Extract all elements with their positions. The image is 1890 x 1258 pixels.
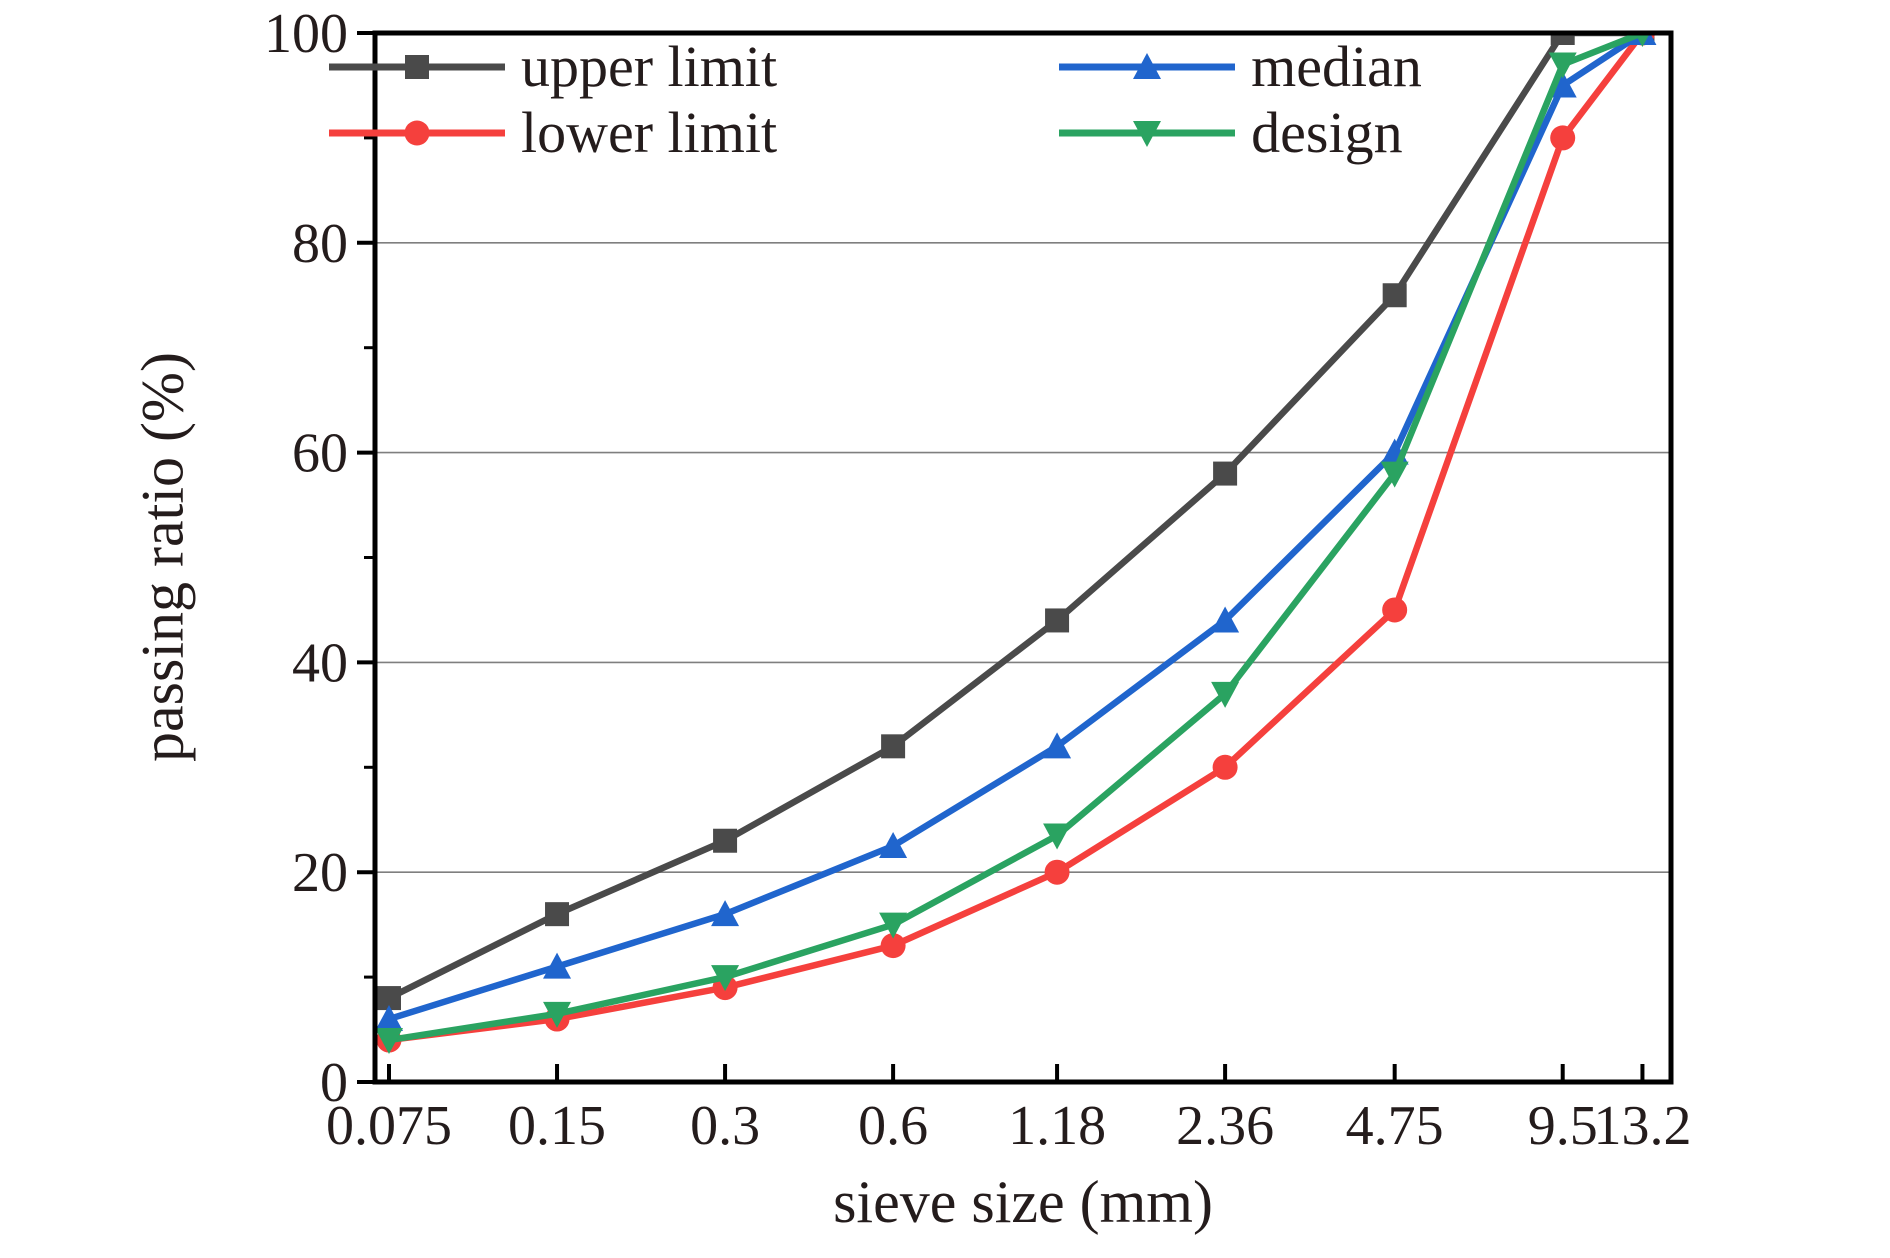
legend-item-lower-limit: lower limit <box>327 104 777 162</box>
x-tick-label: 0.3 <box>690 1095 760 1157</box>
y-tick-label: 40 <box>292 632 348 694</box>
series-upper-limit <box>377 33 1655 1011</box>
y-tick-label: 100 <box>264 3 348 65</box>
x-tick-label: 0.6 <box>858 1095 928 1157</box>
y-axis-title: passing ratio (%) <box>129 352 196 762</box>
legend-item-design: design <box>1057 104 1422 162</box>
x-tick-label: 4.75 <box>1346 1095 1444 1157</box>
legend-label: median <box>1251 34 1422 99</box>
x-axis-title: sieve size (mm) <box>833 1169 1213 1235</box>
legend-swatch-triangle-down-icon <box>1059 121 1236 147</box>
legend-swatch-square-icon <box>329 55 505 79</box>
legend-swatch-triangle-up-icon <box>1059 53 1236 79</box>
legend-label: design <box>1251 100 1403 165</box>
plot-area <box>375 33 1657 1055</box>
x-tick-label: 9.5 <box>1528 1095 1598 1157</box>
legend-swatch-circle-icon <box>329 120 505 146</box>
y-tick-label: 60 <box>292 423 348 485</box>
series-lower-limit <box>376 33 1655 1053</box>
x-tick-label: 13.2 <box>1593 1095 1691 1157</box>
plot-frame <box>372 30 1674 1085</box>
x-tick-label: 2.36 <box>1176 1095 1274 1157</box>
x-tick-label: 0.075 <box>326 1095 452 1157</box>
legend-item-median: median <box>1057 38 1422 96</box>
gridlines <box>375 242 1671 874</box>
legend-item-upper-limit: upper limit <box>327 38 777 96</box>
y-tick-label: 80 <box>292 213 348 275</box>
y-tick-label: 0 <box>320 1052 348 1114</box>
x-tick-label: 1.18 <box>1008 1095 1106 1157</box>
x-tick-label: 0.15 <box>508 1095 606 1157</box>
series-median <box>375 33 1657 1032</box>
legend-label: upper limit <box>521 34 778 99</box>
series-design <box>375 33 1650 1055</box>
legend-label: lower limit <box>521 100 778 165</box>
y-tick-label: 20 <box>292 842 348 904</box>
legend: upper limit lower limit median design <box>327 38 1422 162</box>
tick-labels: 0.075 0.15 0.3 0.6 1.18 2.36 4.75 9.513.2 0 20 40 6… <box>264 3 1691 1157</box>
